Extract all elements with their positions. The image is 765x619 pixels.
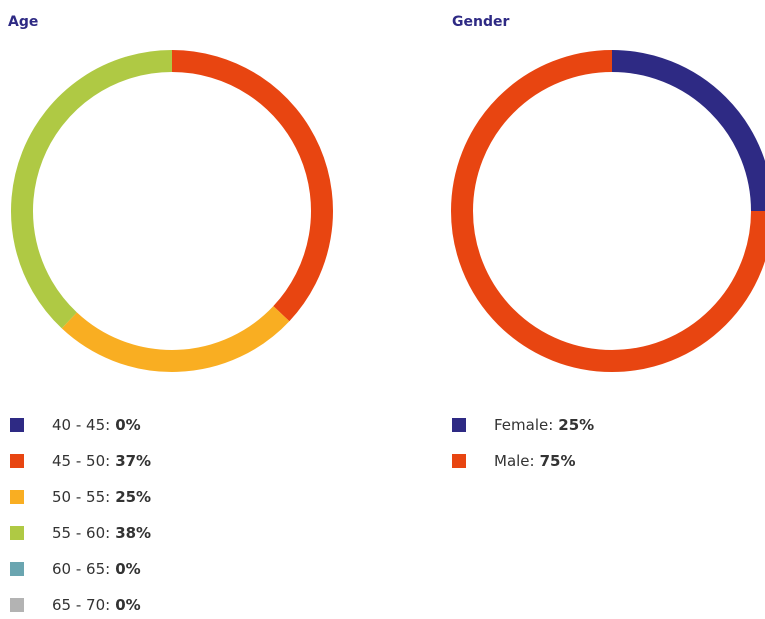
legend-label: Male: 75% (494, 452, 576, 470)
legend-category: Female: (494, 416, 553, 434)
chart-title: Gender (452, 14, 509, 30)
legend-label: 50 - 55: 25% (52, 488, 151, 506)
legend-label: 55 - 60: 38% (52, 524, 151, 542)
legend-value: 37% (115, 452, 151, 470)
legend-label: Female: 25% (494, 416, 594, 434)
legend-value: 38% (115, 524, 151, 542)
donut-segment (611, 50, 765, 212)
legend-category: 60 - 65: (52, 560, 110, 578)
legend-value: 0% (115, 560, 140, 578)
legend-value: 0% (115, 416, 140, 434)
legend-category: 65 - 70: (52, 596, 110, 614)
legend-swatch (10, 562, 24, 576)
legend-category: 40 - 45: (52, 416, 110, 434)
chart-title: Age (8, 14, 38, 30)
legend-label: 45 - 50: 37% (52, 452, 151, 470)
legend-swatch (452, 418, 466, 432)
legend-category: 50 - 55: (52, 488, 110, 506)
donut-segment (171, 50, 333, 322)
legend-category: Male: (494, 452, 535, 470)
legend-swatch (10, 598, 24, 612)
legend-swatch (10, 490, 24, 504)
legend-category: 55 - 60: (52, 524, 110, 542)
legend-label: 65 - 70: 0% (52, 596, 141, 614)
donut-segment (11, 50, 173, 329)
legend-swatch (452, 454, 466, 468)
legend-value: 25% (558, 416, 594, 434)
legend-swatch (10, 454, 24, 468)
legend-value: 25% (115, 488, 151, 506)
donut-segment (451, 50, 765, 372)
legend-swatch (10, 418, 24, 432)
legend-label: 60 - 65: 0% (52, 560, 141, 578)
legend-swatch (10, 526, 24, 540)
legend-value: 75% (540, 452, 576, 470)
donut-segment (61, 306, 290, 372)
legend-value: 0% (115, 596, 140, 614)
legend-category: 45 - 50: (52, 452, 110, 470)
legend-label: 40 - 45: 0% (52, 416, 141, 434)
